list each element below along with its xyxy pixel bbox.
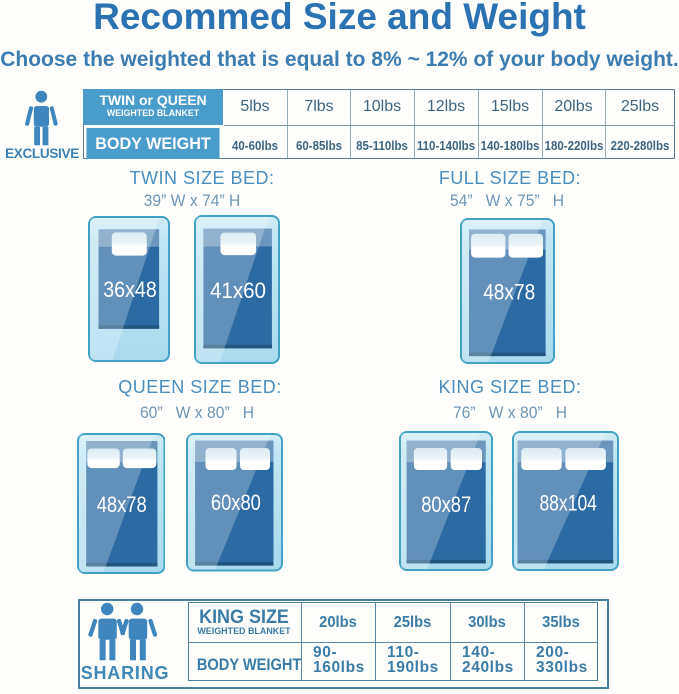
- svg-text:36x48: 36x48: [103, 277, 157, 302]
- svg-text:41x60: 41x60: [210, 278, 266, 303]
- svg-text:80x87: 80x87: [421, 492, 471, 517]
- svg-text:88x104: 88x104: [539, 490, 597, 515]
- svg-text:48x78: 48x78: [96, 492, 146, 517]
- svg-text:48x78: 48x78: [483, 279, 535, 304]
- svg-text:60x80: 60x80: [210, 490, 260, 515]
